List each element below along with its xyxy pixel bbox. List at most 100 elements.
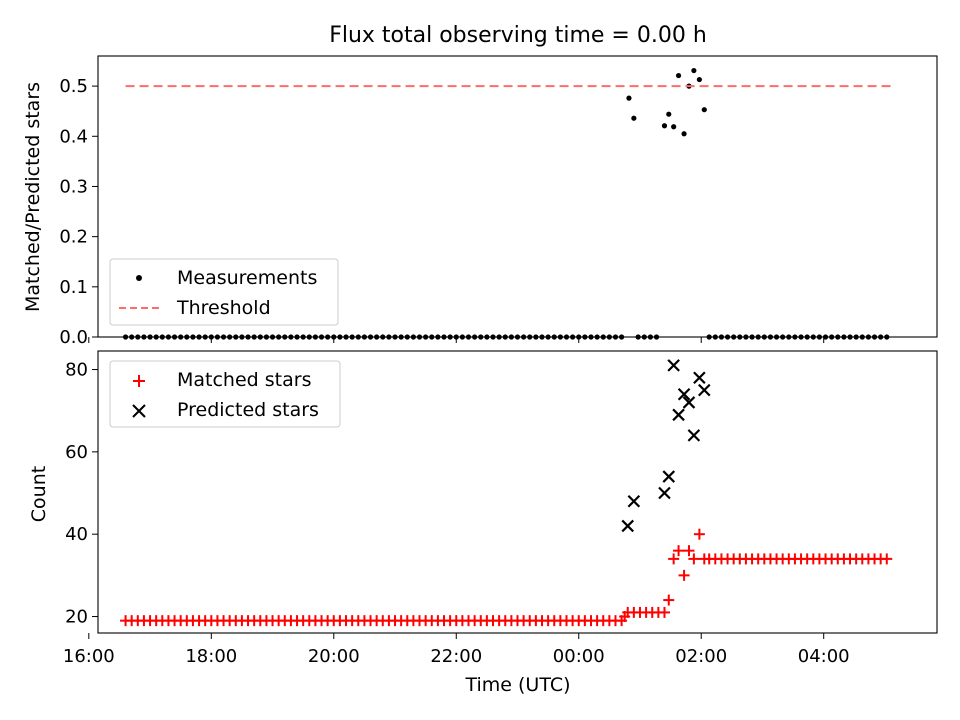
predicted-stars-point [693,371,706,385]
top-legend-box [109,258,339,326]
measurement-point [871,334,878,340]
measurement-point [588,334,594,340]
predicted-stars-point [698,383,711,397]
measurement-point [737,334,743,340]
measurement-point [600,334,606,340]
measurement-point [508,334,514,340]
predicted-stars-point [627,494,641,508]
top-y-tick-label: 0.4 [59,126,88,147]
chart-title: Flux total observing time = 0.00 h [329,23,707,48]
matched-stars-point [673,545,685,557]
matched-stars-point [881,553,893,565]
measurement-point [878,334,884,340]
measurement-point [282,334,288,340]
bottom-legend: Matched stars Predicted stars [109,360,341,428]
matched-stars-point [688,553,700,565]
bottom-y-axis-label: Count [28,466,50,522]
measurement-point [202,334,208,340]
measurement-point [594,334,600,340]
measurement-point [666,111,672,117]
measurement-point [502,334,508,340]
measurement-point [533,334,539,340]
measurement-point [300,334,306,340]
bottom-marks [120,359,893,627]
legend-matched-label: Matched stars [177,369,311,391]
predicted-stars-point [658,486,671,500]
measurement-point [312,334,319,340]
measurement-point [859,334,865,340]
measurement-point [153,334,159,340]
measurement-point [276,334,282,340]
x-tick-label: 02:00 [675,646,727,667]
measurement-point [478,334,484,340]
legend-predicted-label: Predicted stars [177,399,319,421]
measurement-point [767,334,774,340]
measurement-point [612,334,619,340]
bottom-y-tick-label: 20 [65,607,88,628]
measurement-point [653,334,660,340]
measurement-point [822,334,829,340]
matched-stars-point [698,553,710,565]
measurement-point [435,334,441,340]
measurement-point [220,334,227,340]
measurement-point [773,334,780,340]
matched-stars-point [663,594,675,606]
matched-stars-point [658,606,670,618]
measurement-point [269,334,276,340]
measurement-point [392,334,398,340]
matched-stars-point [693,528,705,540]
measurement-point [263,334,270,340]
legend-measurements-label: Measurements [177,267,317,289]
bottom-panel: 20 40 60 80 16:00 18:00 20:00 22:00 00:00 02:00 0… [28,350,938,696]
measurement-point [233,334,239,340]
measurement-point [147,334,153,340]
measurement-point [884,334,890,340]
measurement-point [718,334,725,340]
measurement-point [214,334,221,340]
measurement-point [129,334,135,340]
top-y-tick-label: 0.2 [59,227,88,248]
measurement-point [661,123,668,129]
measurement-point [582,334,588,340]
measurement-point [337,334,343,340]
matched-stars-point [683,545,695,557]
measurement-point [423,334,429,340]
predicted-stars-point [621,519,635,533]
top-y-tick-label: 0.3 [59,176,88,197]
measurement-point [626,95,632,101]
measurement-point [647,334,653,340]
predicted-stars-point [667,359,680,372]
measurement-point [701,107,707,113]
measurement-point [853,334,859,340]
measurement-point [294,334,300,340]
matched-stars-point [678,569,690,581]
measurement-point [355,334,361,340]
measurement-point [635,334,641,340]
legend-matched-marker [133,375,145,387]
bottom-legend-box [109,360,341,428]
measurement-point [691,67,697,74]
measurement-point [325,334,331,340]
measurement-point [343,334,349,340]
measurement-point [441,334,447,340]
matched-stars-point [619,611,631,623]
predicted-stars-point [687,429,701,442]
measurement-point [619,334,625,340]
measurement-point [792,334,798,340]
measurement-point [227,334,233,340]
measurement-point [447,334,453,340]
measurement-point [165,334,172,340]
predicted-stars-point [662,470,676,483]
measurement-point [671,124,677,130]
top-x-axis [88,337,825,343]
measurement-point [257,334,263,340]
measurement-point [557,334,563,340]
measurement-point [178,334,184,340]
measurement-point [386,334,392,340]
top-legend: Measurements Threshold [109,258,339,326]
measurement-point [190,334,196,340]
measurement-point [527,334,533,340]
measurement-point [696,76,702,83]
